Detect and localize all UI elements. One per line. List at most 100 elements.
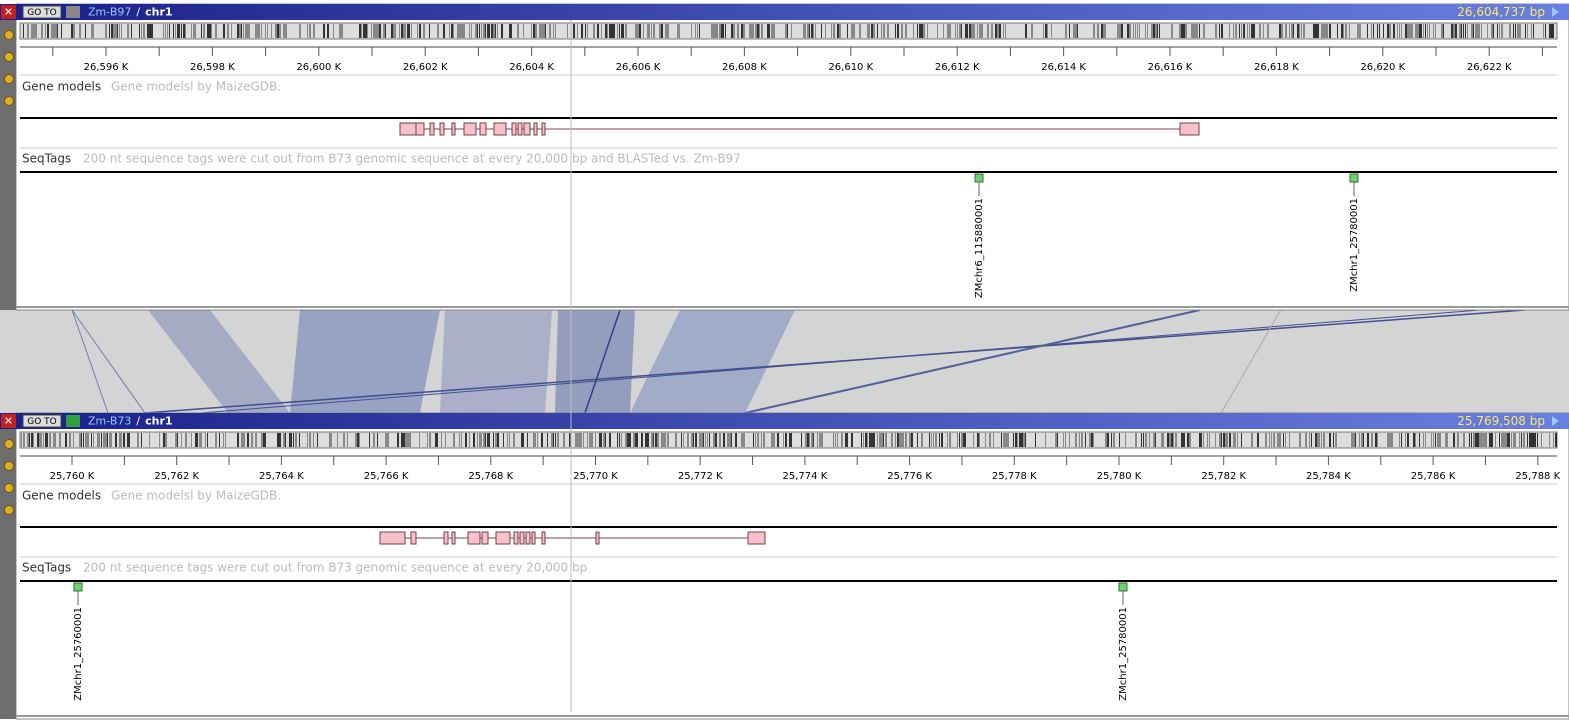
chromosome: chr1 <box>145 415 172 428</box>
density-stripe <box>1375 433 1377 447</box>
density-stripe <box>1069 433 1070 447</box>
density-stripe <box>1335 433 1337 447</box>
density-stripe <box>261 24 262 38</box>
sidebar-button[interactable] <box>4 52 14 62</box>
sidebar-button[interactable] <box>4 74 14 84</box>
density-stripe <box>1259 24 1261 38</box>
scroll-arrow[interactable] <box>1552 416 1559 426</box>
sidebar-button[interactable] <box>4 483 14 493</box>
sidebar-button[interactable] <box>4 30 14 40</box>
density-stripe <box>999 24 1001 38</box>
density-stripe <box>1111 433 1112 447</box>
density-stripe <box>209 24 211 38</box>
density-stripe <box>959 433 960 447</box>
density-stripe <box>883 24 885 38</box>
ruler-label: 25,778 K <box>992 471 1037 482</box>
density-stripe <box>1491 433 1493 447</box>
genome[interactable]: Zm-B73 <box>88 415 131 428</box>
close-button[interactable] <box>1 5 16 19</box>
density-stripe <box>719 24 721 38</box>
scroll-arrow[interactable] <box>1552 7 1559 17</box>
ruler-label: 26,602 K <box>403 62 448 73</box>
density-stripe <box>757 433 759 447</box>
separator: / <box>136 415 140 428</box>
sidebar-button[interactable] <box>4 461 14 471</box>
density-stripe <box>555 433 556 447</box>
exon <box>463 122 477 136</box>
density-stripe <box>177 433 178 447</box>
density-stripe <box>487 24 489 38</box>
seqtag[interactable] <box>1118 582 1128 592</box>
density-stripe <box>645 433 647 447</box>
seqtag-label: ZMchr1_25760001 <box>73 607 84 701</box>
density-stripe <box>825 24 826 38</box>
density-stripe <box>383 24 385 38</box>
density-stripe <box>1079 433 1080 447</box>
density-stripe <box>637 433 638 447</box>
density-stripe <box>267 24 268 38</box>
density-stripe <box>595 433 596 447</box>
density-stripe <box>661 24 663 38</box>
density-stripe <box>223 433 224 447</box>
goto-button[interactable] <box>22 5 62 19</box>
synteny-area <box>0 309 1569 414</box>
density-stripe <box>1093 433 1094 447</box>
density-stripe <box>871 24 873 38</box>
seqtag[interactable] <box>974 173 984 183</box>
upload-button[interactable] <box>66 6 80 18</box>
density-stripe <box>1477 24 1479 38</box>
density-stripe <box>1005 433 1007 447</box>
density-stripe <box>21 433 22 447</box>
exon <box>495 531 511 545</box>
density-stripe <box>127 24 129 38</box>
density-stripe <box>869 433 871 447</box>
density-stripe <box>931 433 932 447</box>
density-stripe <box>665 433 666 447</box>
density-stripe <box>1377 24 1378 38</box>
density-stripe <box>847 24 848 38</box>
density-stripe <box>1119 24 1121 38</box>
goto-button[interactable] <box>22 414 62 428</box>
density-stripe <box>513 433 515 447</box>
density-stripe <box>429 433 431 447</box>
density-stripe <box>1101 24 1103 38</box>
exon <box>541 531 546 545</box>
track-label: SeqTags <box>22 561 71 575</box>
upload-button[interactable] <box>66 415 80 427</box>
sidebar-button[interactable] <box>4 96 14 106</box>
density-stripe <box>1185 24 1187 38</box>
density-stripe <box>1311 433 1312 447</box>
density-stripe <box>1021 433 1023 447</box>
density-stripe <box>773 24 775 38</box>
density-stripe <box>1479 433 1481 447</box>
seqtag[interactable] <box>1349 173 1359 183</box>
density-stripe <box>255 24 257 38</box>
density-stripe <box>1163 433 1164 447</box>
density-stripe <box>1423 24 1424 38</box>
density-stripe <box>667 433 669 447</box>
sidebar-button[interactable] <box>4 505 14 515</box>
density-stripe <box>1215 24 1217 38</box>
density-stripe <box>41 433 42 447</box>
density-stripe <box>833 24 835 38</box>
density-stripe <box>241 24 242 38</box>
density-stripe <box>625 24 627 38</box>
density-stripe <box>409 433 411 447</box>
density-stripe <box>547 433 548 447</box>
density-stripe <box>91 24 93 38</box>
sidebar-button[interactable] <box>4 439 14 449</box>
density-stripe <box>1293 24 1294 38</box>
density-stripe <box>1463 24 1464 38</box>
density-stripe <box>101 433 102 447</box>
density-stripe <box>1553 24 1554 38</box>
ruler-label: 25,784 K <box>1306 471 1351 482</box>
track-description: 200 nt sequence tags were cut out from B… <box>83 152 741 166</box>
close-button[interactable] <box>1 414 16 428</box>
density-stripe <box>1043 24 1044 38</box>
genome[interactable]: Zm-B97 <box>88 6 131 19</box>
density-stripe <box>385 24 386 38</box>
density-stripe <box>1493 24 1494 38</box>
seqtag[interactable] <box>73 582 83 592</box>
density-stripe <box>591 433 593 447</box>
density-stripe <box>279 433 281 447</box>
